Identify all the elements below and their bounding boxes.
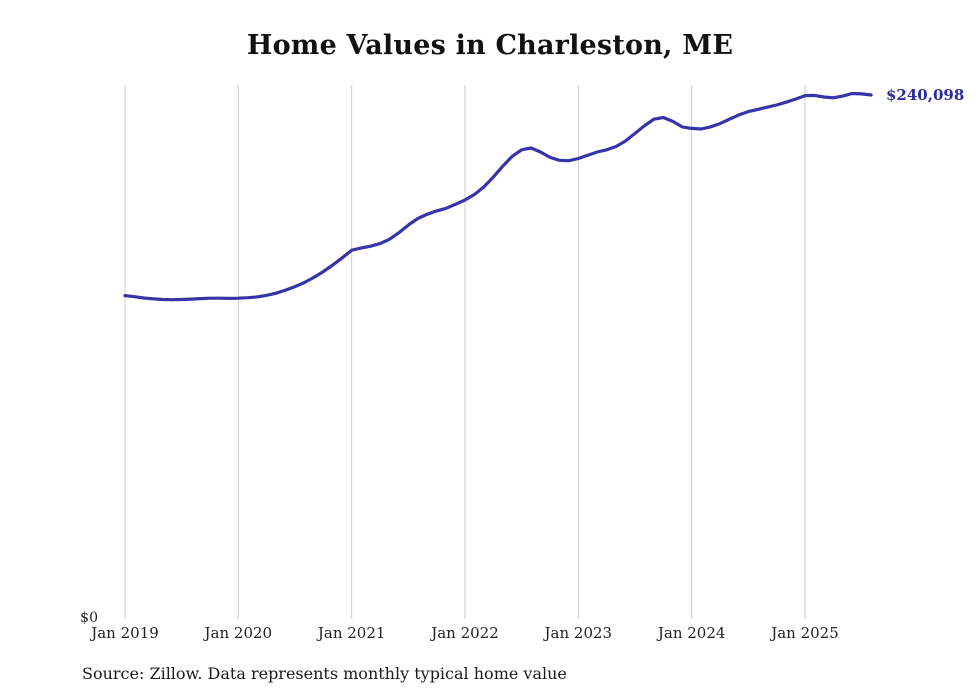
x-tick-label: Jan 2025	[771, 624, 839, 642]
x-tick-label: Jan 2021	[317, 624, 386, 642]
x-tick-label: Jan 2020	[204, 624, 273, 642]
chart-title: Home Values in Charleston, ME	[246, 30, 734, 61]
y-axis-zero-label: $0	[80, 610, 98, 626]
x-axis: Jan 2019 Jan 2020 Jan 2021 Jan 2022 Jan 2023…	[0, 624, 980, 644]
home-value-line	[123, 91, 873, 302]
x-tick-label: Jan 2019	[91, 624, 159, 642]
latest-value-label: $240,098	[886, 86, 965, 104]
x-tick-label: Jan 2024	[657, 624, 726, 642]
source-note: Source: Zillow. Data represents monthly …	[82, 664, 567, 683]
x-tick-label: Jan 2022	[431, 624, 499, 642]
x-tick-label: Jan 2023	[544, 624, 613, 642]
